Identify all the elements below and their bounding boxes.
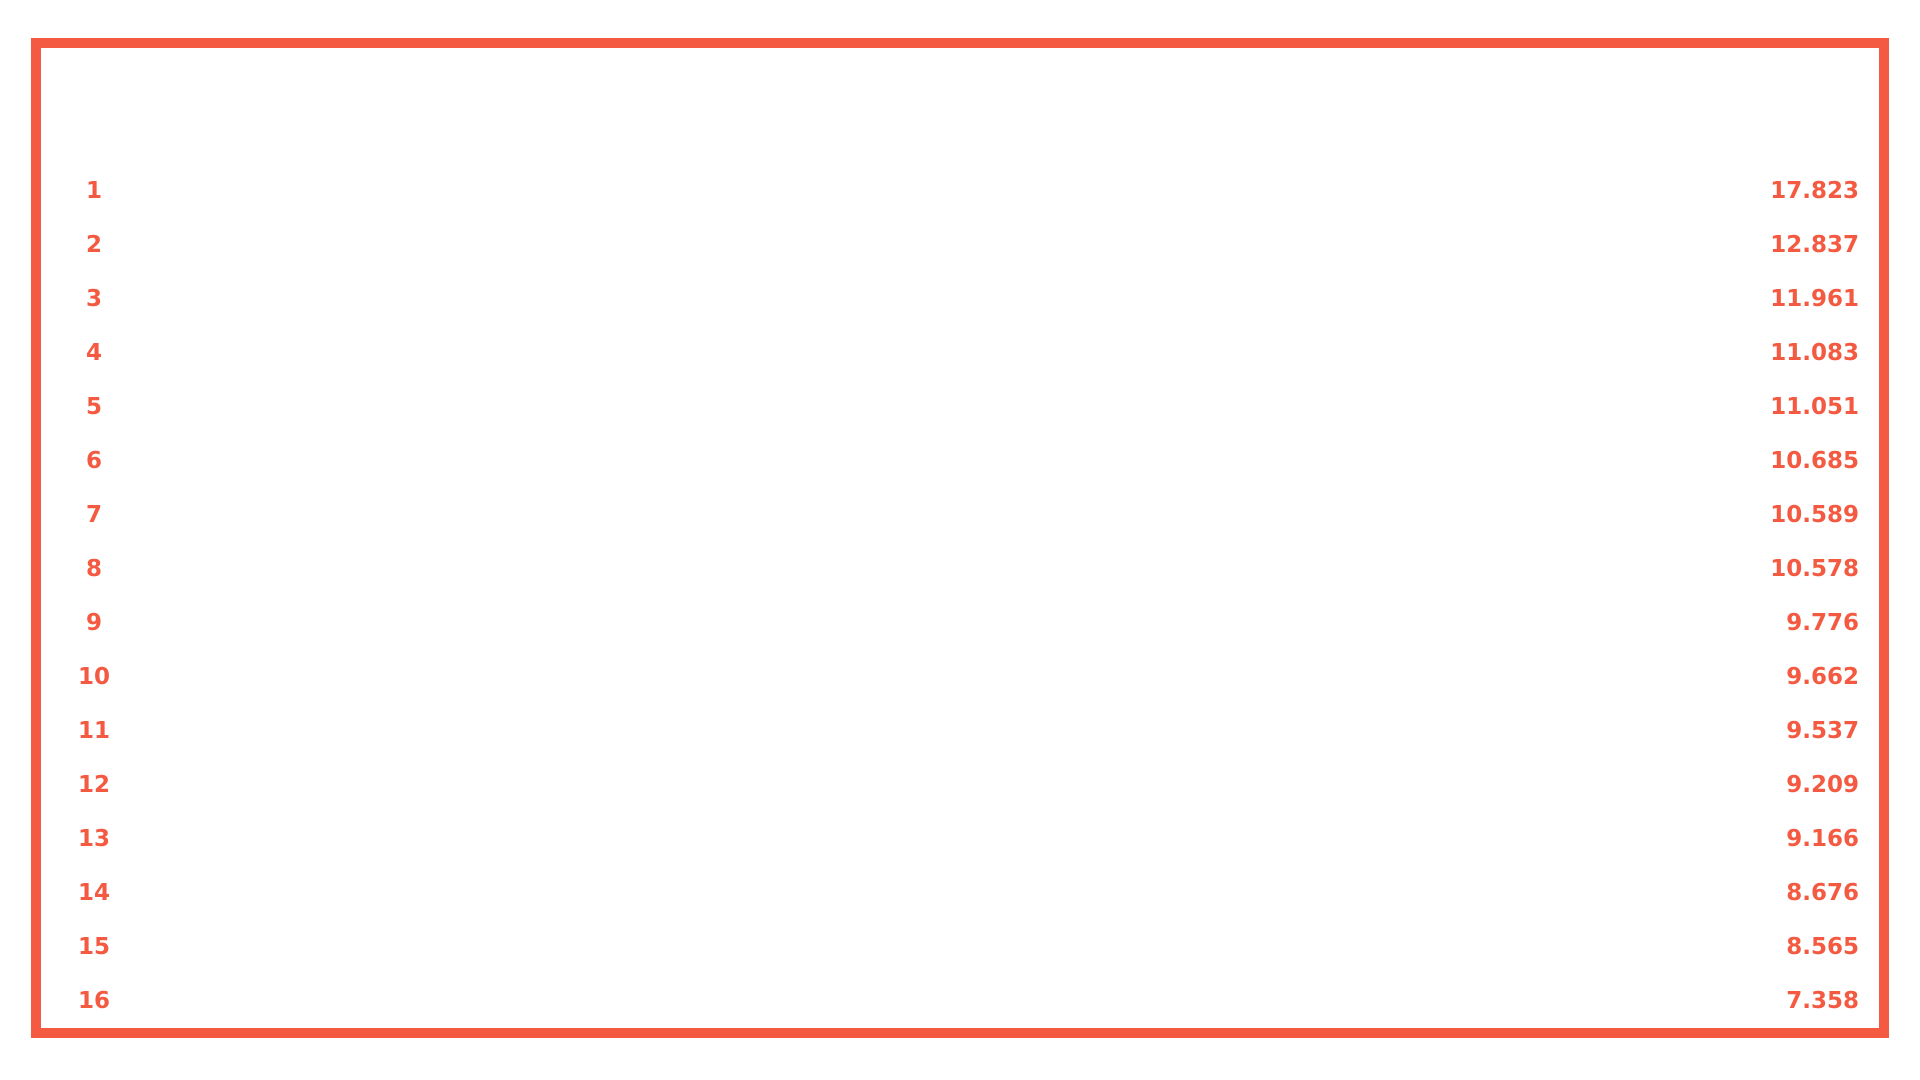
rank-number: 5 — [85, 394, 102, 420]
list-item: 2 12.837 — [41, 225, 1879, 265]
list-item: 5 11.051 — [41, 387, 1879, 427]
list-item: 14 8.676 — [41, 873, 1879, 913]
list-item: 16 7.358 — [41, 981, 1879, 1021]
score-value: 9.537 — [1786, 718, 1859, 744]
score-value: 7.358 — [1786, 988, 1859, 1014]
rank-number: 11 — [77, 718, 110, 744]
list-item: 3 11.961 — [41, 279, 1879, 319]
list-item: 12 9.209 — [41, 765, 1879, 805]
rank-number: 1 — [85, 178, 102, 204]
rank-number: 9 — [85, 610, 102, 636]
list-item: 11 9.537 — [41, 711, 1879, 751]
rank-number: 15 — [77, 934, 110, 960]
ranking-list: 1 17.823 2 12.837 3 11.961 4 11.083 5 11… — [41, 48, 1879, 1028]
list-item: 9 9.776 — [41, 603, 1879, 643]
score-value: 8.565 — [1786, 934, 1859, 960]
rank-number: 4 — [85, 340, 102, 366]
score-value: 10.589 — [1770, 502, 1859, 528]
score-value: 12.837 — [1770, 232, 1859, 258]
rank-number: 8 — [85, 556, 102, 582]
rank-number: 10 — [77, 664, 110, 690]
rank-number: 7 — [85, 502, 102, 528]
score-value: 17.823 — [1770, 178, 1859, 204]
rank-number: 2 — [85, 232, 102, 258]
rank-number: 14 — [77, 880, 110, 906]
list-item: 15 8.565 — [41, 927, 1879, 967]
score-value: 9.776 — [1786, 610, 1859, 636]
score-value: 8.676 — [1786, 880, 1859, 906]
list-item: 8 10.578 — [41, 549, 1879, 589]
list-item: 1 17.823 — [41, 171, 1879, 211]
score-value: 11.083 — [1770, 340, 1859, 366]
rank-number: 13 — [77, 826, 110, 852]
rank-number: 16 — [77, 988, 110, 1014]
score-value: 9.209 — [1786, 772, 1859, 798]
score-value: 11.051 — [1770, 394, 1859, 420]
list-item: 10 9.662 — [41, 657, 1879, 697]
rank-number: 6 — [85, 448, 102, 474]
score-value: 10.578 — [1770, 556, 1859, 582]
score-value: 10.685 — [1770, 448, 1859, 474]
list-item: 4 11.083 — [41, 333, 1879, 373]
ranking-panel: 1 17.823 2 12.837 3 11.961 4 11.083 5 11… — [31, 38, 1889, 1038]
score-value: 11.961 — [1770, 286, 1859, 312]
list-item: 7 10.589 — [41, 495, 1879, 535]
list-item: 6 10.685 — [41, 441, 1879, 481]
score-value: 9.166 — [1786, 826, 1859, 852]
rank-number: 12 — [77, 772, 110, 798]
rank-number: 3 — [85, 286, 102, 312]
list-item: 13 9.166 — [41, 819, 1879, 859]
score-value: 9.662 — [1786, 664, 1859, 690]
